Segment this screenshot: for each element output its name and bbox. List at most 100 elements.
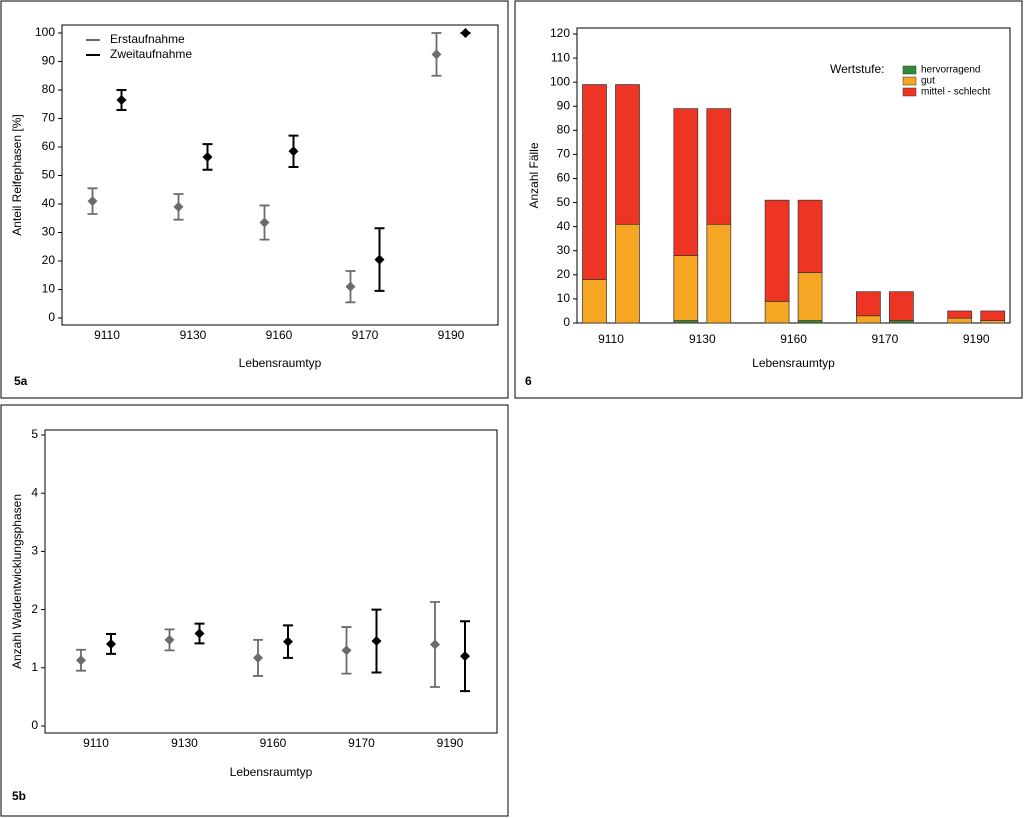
bar-segment [706, 108, 732, 225]
data-point [460, 28, 471, 38]
x-tick-label: 9160 [260, 736, 287, 750]
legend-label: gut [921, 76, 935, 87]
y-tick-label: 100 [550, 74, 570, 88]
x-tick-label: 9110 [94, 328, 120, 342]
y-tick-label: 110 [551, 50, 570, 64]
y-tick-label: 0 [563, 315, 570, 329]
bar-segment [797, 199, 823, 273]
y-tick-label: 2 [31, 602, 38, 616]
panel-frame [0, 404, 509, 817]
y-tick-label: 5 [31, 427, 38, 441]
bar-segment [615, 223, 640, 324]
y-tick-label: 90 [42, 54, 56, 68]
x-tick-label: 9130 [171, 736, 198, 750]
data-point [283, 636, 293, 647]
data-point [431, 49, 442, 60]
x-axis-title: Lebensraumtyp [752, 356, 835, 370]
y-tick-label: 70 [557, 147, 571, 161]
bar-segment [582, 279, 607, 324]
y-tick-label: 10 [557, 291, 571, 305]
x-tick-label: 9170 [872, 332, 899, 346]
legend-swatch [902, 76, 917, 86]
plot-area [576, 27, 1011, 324]
bar-segment [797, 272, 823, 321]
y-tick-label: 50 [42, 168, 56, 182]
y-tick-label: 40 [42, 196, 56, 210]
bar-segment [889, 320, 914, 324]
x-tick-label: 9170 [352, 328, 379, 342]
y-tick-label: 50 [557, 195, 571, 209]
legend-label: Erstaufnahme [110, 32, 185, 46]
data-point [202, 151, 213, 162]
data-point [164, 634, 175, 645]
bar-segment [582, 84, 607, 280]
x-tick-label: 9170 [348, 736, 375, 750]
data-point [173, 201, 184, 212]
x-axis-title: Lebensraumtyp [230, 765, 313, 779]
legend-swatch [902, 87, 917, 97]
bar-segment [856, 315, 881, 324]
bar-segment [706, 223, 732, 324]
y-tick-label: 40 [557, 219, 571, 233]
y-tick-label: 0 [48, 310, 55, 324]
y-tick-label: 10 [42, 282, 56, 296]
bar-segment [673, 255, 699, 321]
bar-segment [947, 317, 973, 324]
x-tick-label: 9130 [689, 332, 716, 346]
legend-label: mittel - schlecht [921, 87, 991, 98]
data-point [106, 638, 116, 649]
y-tick-label: 20 [42, 253, 56, 267]
data-point [460, 651, 470, 662]
data-point [288, 146, 299, 157]
y-tick-label: 0 [31, 718, 38, 732]
bar-segment [673, 320, 699, 324]
bar-segment [764, 300, 790, 324]
data-point [76, 655, 86, 666]
plot-area [44, 429, 498, 734]
data-point [374, 254, 385, 265]
y-tick-label: 70 [42, 111, 56, 125]
data-point [259, 217, 270, 228]
y-tick-label: 100 [35, 25, 55, 39]
y-tick-label: 90 [557, 98, 571, 112]
x-tick-label: 9160 [266, 328, 293, 342]
x-tick-label: 9190 [437, 736, 464, 750]
panel-label: 6 [525, 374, 532, 388]
data-point [430, 639, 440, 650]
bar-segment [947, 310, 973, 319]
y-axis-title: Anteil Reifephasen [%] [10, 114, 24, 235]
panel-frame [514, 0, 1023, 399]
y-tick-label: 60 [557, 171, 571, 185]
data-point [253, 652, 263, 663]
y-axis-title: Anzahl Waldentwicklungsphasen [10, 494, 24, 669]
y-tick-label: 1 [31, 660, 38, 674]
legend-label: hervorragend [921, 65, 980, 76]
y-tick-label: 80 [42, 82, 56, 96]
legend-title: Wertstufe: [830, 62, 884, 76]
bar-segment [856, 291, 881, 317]
plot-area [61, 24, 499, 326]
x-tick-label: 9130 [180, 328, 207, 342]
legend-label: Zweitaufnahme [110, 47, 192, 61]
y-tick-label: 20 [557, 267, 571, 281]
bar-segment [889, 291, 914, 321]
x-tick-label: 9110 [83, 736, 109, 750]
panel-label: 5a [14, 374, 28, 388]
data-point [345, 281, 356, 292]
y-tick-label: 30 [42, 225, 56, 239]
bar-segment [980, 310, 1006, 321]
x-tick-label: 9190 [963, 332, 990, 346]
data-point [87, 196, 98, 207]
x-tick-label: 9190 [438, 328, 465, 342]
bar-segment [673, 108, 699, 256]
bar-segment [797, 320, 823, 324]
y-tick-label: 4 [31, 485, 38, 499]
data-point [341, 645, 352, 656]
data-point [371, 636, 382, 647]
y-axis-title: Anzahl Fälle [527, 142, 541, 208]
legend-swatch [902, 65, 917, 75]
data-point [194, 628, 205, 639]
panel-frame [0, 0, 509, 399]
y-tick-label: 30 [557, 243, 571, 257]
